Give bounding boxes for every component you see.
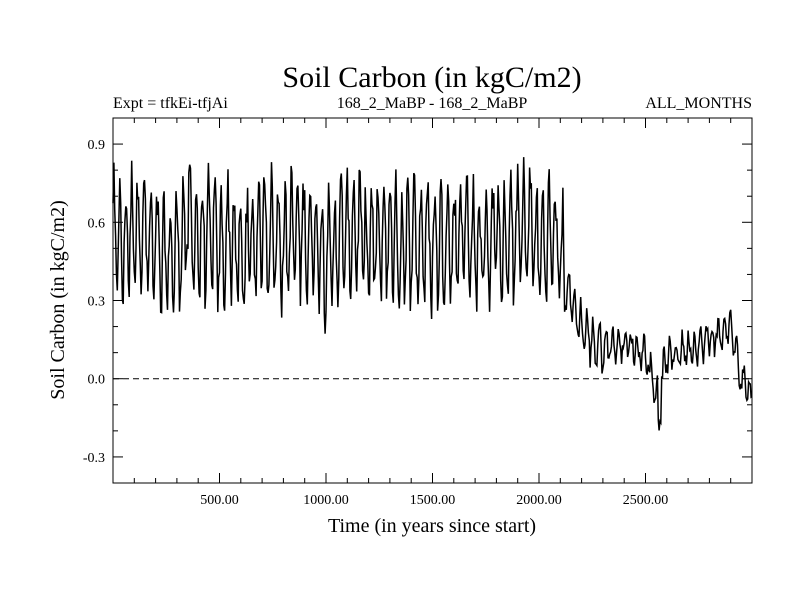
axes-group: 500.00 1000.00 1500.00 2000.00 2500.00 -0.3 0.… [83, 117, 752, 508]
plot-frame [112, 117, 753, 484]
x-tick-label: 500.00 [200, 493, 239, 508]
x-tick-label: 1500.00 [410, 493, 456, 508]
y-tick-label: 0.0 [88, 373, 106, 388]
y-tick-label: 0.3 [88, 295, 106, 310]
y-tick-label: 0.9 [88, 138, 106, 153]
series-line [112, 157, 753, 431]
chart-title: Soil Carbon (in kgC/m2) [282, 61, 581, 94]
x-axis-label: Time (in years since start) [328, 515, 536, 537]
y-tick-label: 0.6 [88, 216, 106, 231]
x-tick-label: 1000.00 [303, 493, 349, 508]
y-axis-label: Soil Carbon (in kgC/m2) [47, 200, 69, 399]
y-tick-label: -0.3 [83, 451, 105, 466]
x-tick-label: 2500.00 [623, 493, 669, 508]
experiment-label: Expt = tfkEi-tfjAi [113, 95, 228, 112]
months-label: ALL_MONTHS [645, 95, 752, 112]
run-label: 168_2_MaBP - 168_2_MaBP [337, 95, 528, 112]
x-tick-label: 2000.00 [516, 493, 562, 508]
